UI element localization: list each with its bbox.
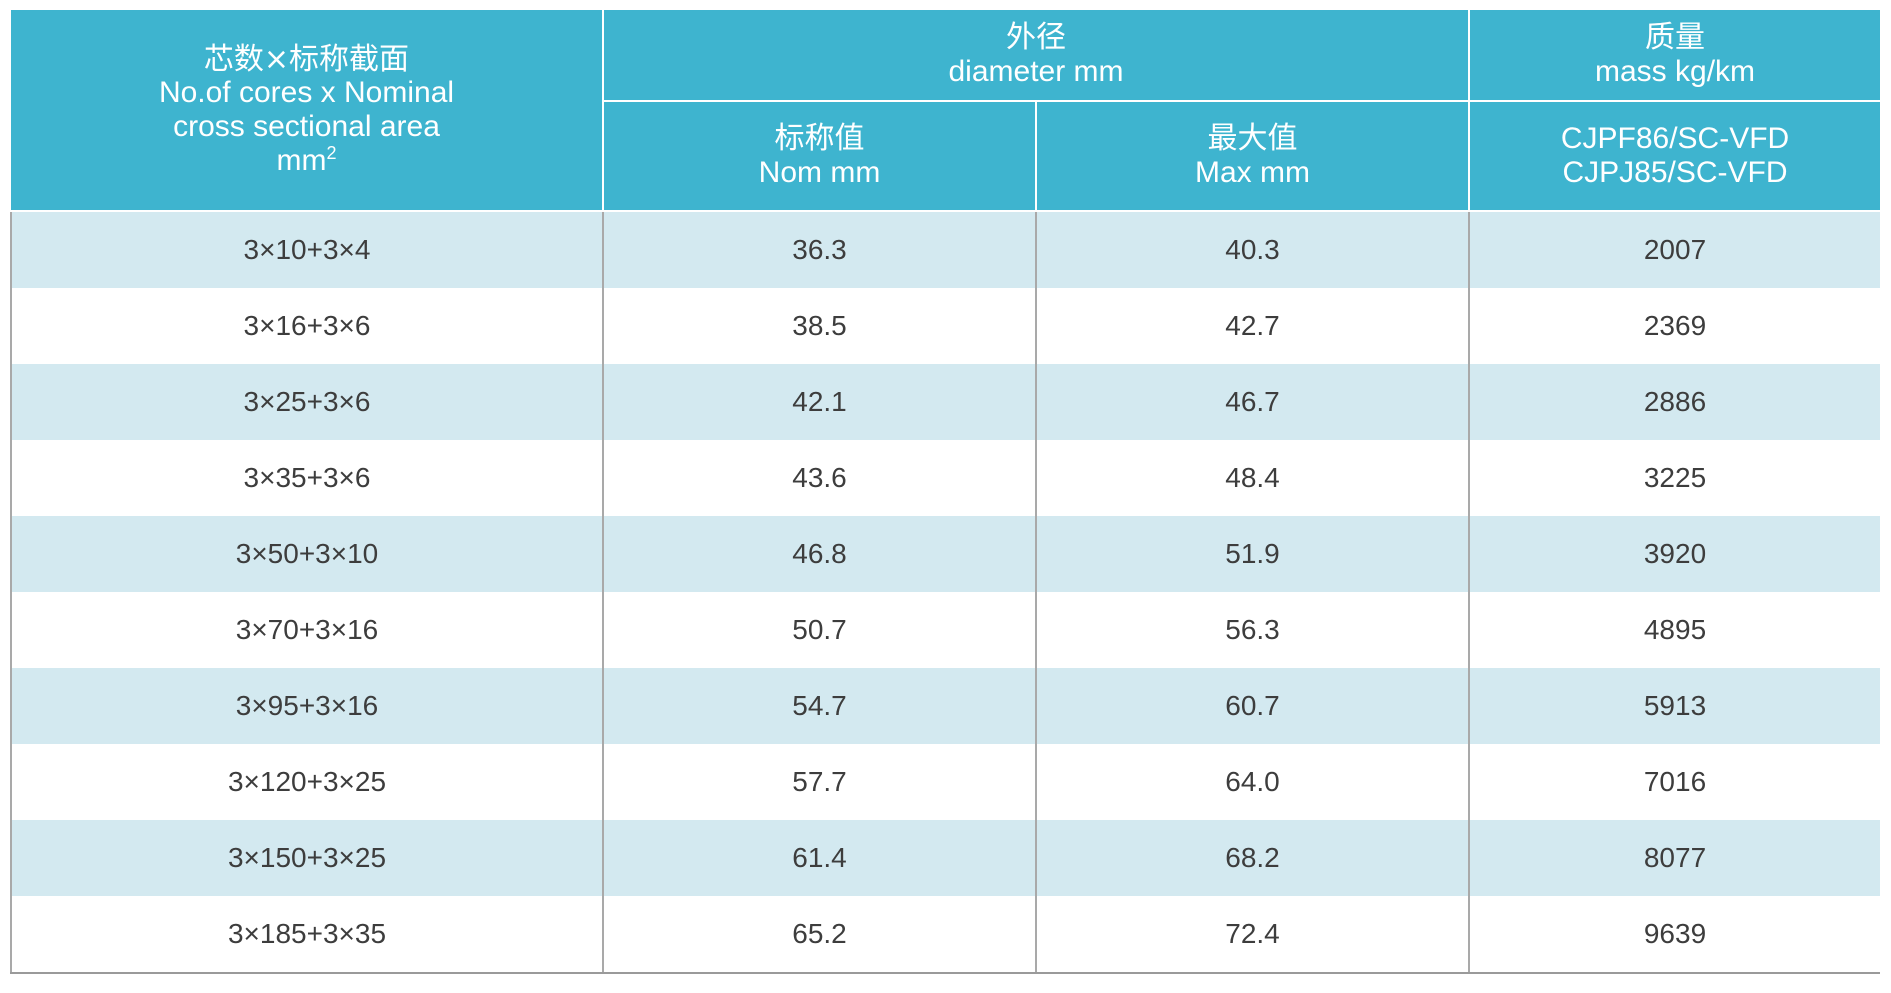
cell-cores-size: 3×16+3×6 — [10, 288, 604, 364]
header-nominal-cn: 标称值 — [774, 121, 865, 157]
table-row: 3×185+3×35 65.2 72.4 9639 — [10, 896, 1881, 974]
header-diameter: 外径 diameter mm — [603, 10, 1471, 102]
cell-max-diameter: 72.4 — [1036, 896, 1471, 974]
cell-nominal-diameter: 46.8 — [603, 516, 1037, 592]
cell-max-diameter: 42.7 — [1036, 288, 1471, 364]
table-header: 芯数×标称截面 No.of cores x Nominal cross sect… — [11, 10, 1881, 212]
table-row: 3×50+3×10 46.8 51.9 3920 — [10, 516, 1881, 592]
cell-nominal-diameter: 43.6 — [603, 440, 1037, 516]
header-cores-cross-section: 芯数×标称截面 No.of cores x Nominal cross sect… — [11, 10, 604, 212]
cell-mass: 2369 — [1469, 288, 1881, 364]
cell-nominal-diameter: 54.7 — [603, 668, 1037, 744]
table-row: 3×95+3×16 54.7 60.7 5913 — [10, 668, 1881, 744]
cell-mass: 5913 — [1469, 668, 1881, 744]
table-row: 3×70+3×16 50.7 56.3 4895 — [10, 592, 1881, 668]
table-row: 3×35+3×6 43.6 48.4 3225 — [10, 440, 1881, 516]
cell-nominal-diameter: 65.2 — [603, 896, 1037, 974]
header-model-1: CJPF86/SC-VFD — [1560, 122, 1790, 156]
header-cores-unit-base: mm — [276, 143, 327, 177]
header-maximum: 最大值 Max mm — [1036, 101, 1471, 212]
header-mass-cn: 质量 — [1645, 20, 1706, 56]
cell-max-diameter: 64.0 — [1036, 744, 1471, 820]
table-row: 3×16+3×6 38.5 42.7 2369 — [10, 288, 1881, 364]
cell-cores-size: 3×25+3×6 — [10, 364, 604, 440]
header-nominal-en: Nom mm — [758, 156, 881, 189]
cell-max-diameter: 40.3 — [1036, 211, 1471, 288]
cell-max-diameter: 48.4 — [1036, 440, 1471, 516]
table-row: 3×150+3×25 61.4 68.2 8077 — [10, 820, 1881, 896]
cell-mass: 2007 — [1469, 211, 1881, 288]
header-cores-unit: mm2 — [11, 144, 602, 178]
cell-cores-size: 3×50+3×10 — [10, 516, 604, 592]
cell-nominal-diameter: 38.5 — [603, 288, 1037, 364]
cell-cores-size: 3×70+3×16 — [10, 592, 604, 668]
cell-cores-size: 3×120+3×25 — [10, 744, 604, 820]
header-cores-unit-exponent: 2 — [326, 142, 337, 163]
cell-mass: 9639 — [1469, 896, 1881, 974]
cell-nominal-diameter: 61.4 — [603, 820, 1037, 896]
cell-max-diameter: 51.9 — [1036, 516, 1471, 592]
header-diameter-en: diameter mm — [948, 55, 1124, 88]
header-mass-en: mass kg/km — [1595, 55, 1756, 88]
cell-max-diameter: 68.2 — [1036, 820, 1471, 896]
cell-max-diameter: 56.3 — [1036, 592, 1471, 668]
cell-cores-size: 3×150+3×25 — [10, 820, 604, 896]
cell-nominal-diameter: 50.7 — [603, 592, 1037, 668]
header-diameter-cn: 外径 — [1006, 20, 1066, 56]
cell-nominal-diameter: 42.1 — [603, 364, 1037, 440]
cell-max-diameter: 46.7 — [1036, 364, 1471, 440]
cell-max-diameter: 60.7 — [1036, 668, 1471, 744]
header-cores-cn: 芯数×标称截面 — [203, 41, 410, 77]
header-model-2: CJPJ85/SC-VFD — [1562, 156, 1788, 189]
table-row: 3×120+3×25 57.7 64.0 7016 — [10, 744, 1881, 820]
cell-cores-size: 3×35+3×6 — [10, 440, 604, 516]
header-cores-en-1: No.of cores x Nominal — [158, 76, 455, 110]
table-body: 3×10+3×4 36.3 40.3 2007 3×16+3×6 38.5 42… — [10, 211, 1881, 974]
cell-cores-size: 3×10+3×4 — [10, 211, 604, 288]
header-cores-en-2: cross sectional area — [173, 110, 440, 143]
cell-mass: 4895 — [1469, 592, 1881, 668]
table-row: 3×25+3×6 42.1 46.7 2886 — [10, 364, 1881, 440]
header-nominal: 标称值 Nom mm — [603, 101, 1037, 212]
header-cable-models: CJPF86/SC-VFD CJPJ85/SC-VFD — [1469, 101, 1881, 212]
cell-mass: 2886 — [1469, 364, 1881, 440]
header-mass: 质量 mass kg/km — [1469, 10, 1881, 102]
cell-mass: 7016 — [1469, 744, 1881, 820]
header-maximum-en: Max mm — [1195, 156, 1310, 189]
cell-cores-size: 3×95+3×16 — [10, 668, 604, 744]
table-row: 3×10+3×4 36.3 40.3 2007 — [10, 211, 1881, 288]
header-row-sub: 标称值 Nom mm 最大值 Max mm CJPF86/SC-VFD CJPJ… — [11, 101, 1881, 212]
header-row-top: 芯数×标称截面 No.of cores x Nominal cross sect… — [11, 10, 1881, 212]
cell-mass: 3225 — [1469, 440, 1881, 516]
cell-mass: 3920 — [1469, 516, 1881, 592]
header-maximum-cn: 最大值 — [1207, 121, 1298, 157]
cable-spec-table: 芯数×标称截面 No.of cores x Nominal cross sect… — [10, 10, 1881, 974]
cell-mass: 8077 — [1469, 820, 1881, 896]
cell-cores-size: 3×185+3×35 — [10, 896, 604, 974]
cell-nominal-diameter: 57.7 — [603, 744, 1037, 820]
cell-nominal-diameter: 36.3 — [603, 211, 1037, 288]
